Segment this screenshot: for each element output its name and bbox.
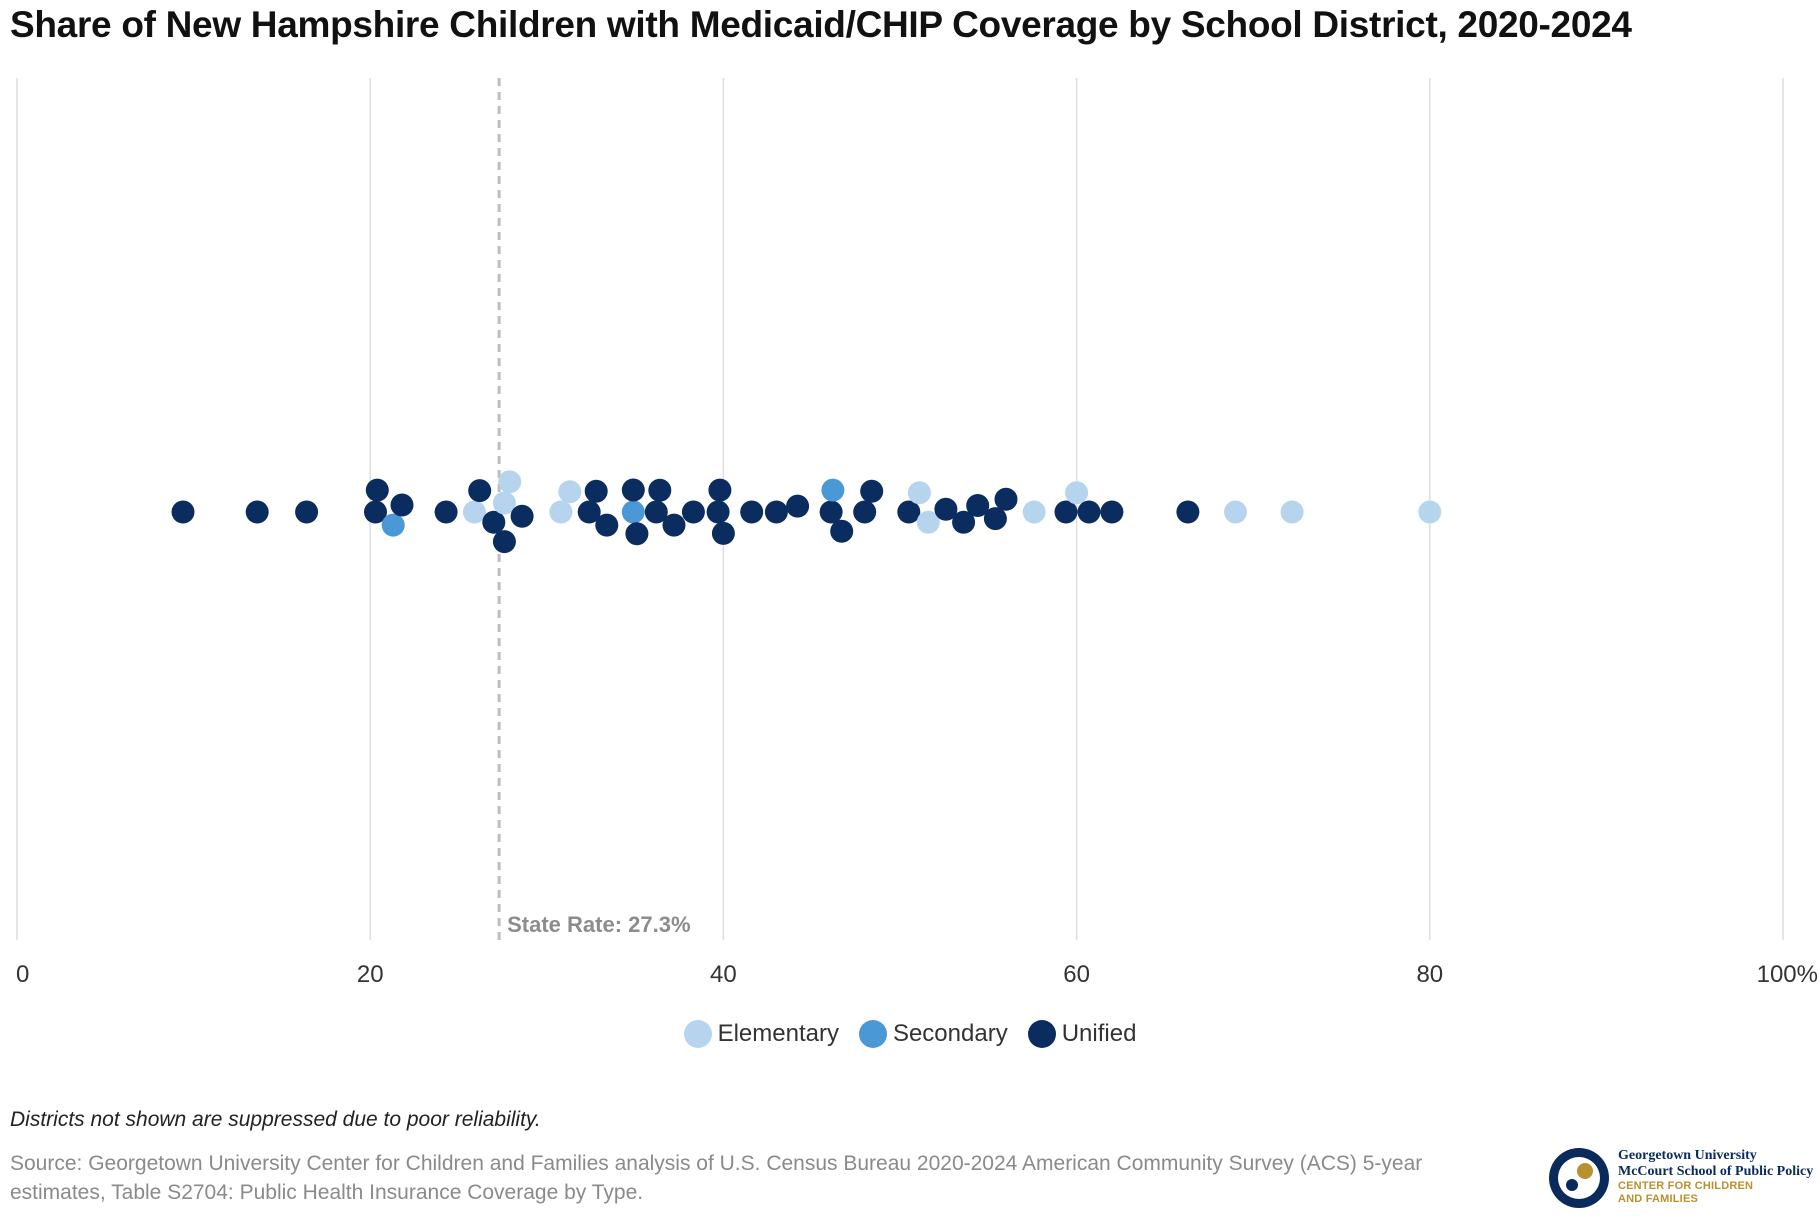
data-point-unified[interactable] bbox=[365, 478, 389, 502]
data-point-unified[interactable] bbox=[819, 500, 843, 524]
data-point-unified[interactable] bbox=[648, 478, 672, 502]
legend-item-secondary[interactable]: Secondary bbox=[858, 1020, 1008, 1048]
data-point-unified[interactable] bbox=[952, 510, 976, 534]
data-point-unified[interactable] bbox=[662, 513, 686, 537]
x-tick-label: 0 bbox=[16, 961, 29, 988]
data-point-unified[interactable] bbox=[468, 479, 492, 503]
suppression-note: Districts not shown are suppressed due t… bbox=[10, 1108, 541, 1131]
data-point-unified[interactable] bbox=[786, 494, 810, 518]
logo-line-school: McCourt School of Public Policy bbox=[1618, 1164, 1814, 1179]
chart-plot: State Rate: 27.3% 0 20 40 60 80 100% bbox=[16, 78, 1818, 988]
data-point-elementary[interactable] bbox=[1022, 500, 1046, 524]
data-point-unified[interactable] bbox=[966, 494, 990, 517]
x-tick-label: 40 bbox=[710, 961, 737, 988]
data-point-unified[interactable] bbox=[1100, 500, 1124, 524]
data-point-unified[interactable] bbox=[577, 500, 601, 524]
data-point-elementary[interactable] bbox=[1065, 481, 1089, 505]
state-rate-reference: State Rate: 27.3% bbox=[497, 78, 691, 940]
data-point-elementary[interactable] bbox=[907, 481, 931, 505]
data-point-unified[interactable] bbox=[830, 519, 854, 543]
legend-swatch-unified bbox=[1027, 1020, 1056, 1048]
data-point-secondary[interactable] bbox=[821, 478, 845, 502]
data-point-unified[interactable] bbox=[390, 493, 414, 517]
data-point-unified[interactable] bbox=[482, 510, 506, 534]
data-point-elementary[interactable] bbox=[558, 480, 582, 504]
x-axis-ticks: 0 20 40 60 80 100% bbox=[16, 961, 1818, 988]
legend-label-unified: Unified bbox=[1061, 1020, 1137, 1047]
data-point-unified[interactable] bbox=[510, 504, 534, 528]
data-point-unified[interactable] bbox=[983, 507, 1007, 531]
logo-line-families: AND FAMILIES bbox=[1618, 1193, 1699, 1205]
legend-label-elementary: Elementary bbox=[717, 1020, 839, 1047]
x-tick-label: 80 bbox=[1416, 961, 1443, 988]
logo-line-university: Georgetown University bbox=[1618, 1148, 1757, 1163]
data-point-unified[interactable] bbox=[584, 479, 608, 503]
data-point-elementary[interactable] bbox=[1280, 500, 1304, 524]
data-point-unified[interactable] bbox=[711, 521, 735, 545]
chart-title: Share of New Hampshire Children with Med… bbox=[10, 4, 1632, 45]
georgetown-logo: Georgetown University McCourt School of … bbox=[1548, 1146, 1813, 1212]
data-point-elementary[interactable] bbox=[462, 500, 486, 524]
data-point-unified[interactable] bbox=[295, 500, 319, 524]
data-points bbox=[171, 470, 1442, 554]
data-point-unified[interactable] bbox=[994, 487, 1018, 511]
data-point-unified[interactable] bbox=[764, 500, 788, 524]
legend-swatch-secondary bbox=[858, 1020, 887, 1048]
data-point-unified[interactable] bbox=[621, 478, 645, 502]
state-rate-label: State Rate: 27.3% bbox=[507, 912, 690, 937]
data-point-unified[interactable] bbox=[644, 500, 668, 524]
legend-swatch-elementary bbox=[683, 1020, 712, 1048]
data-point-elementary[interactable] bbox=[498, 470, 522, 494]
data-point-unified[interactable] bbox=[595, 513, 619, 537]
data-point-unified[interactable] bbox=[625, 522, 649, 546]
data-point-elementary[interactable] bbox=[916, 510, 940, 534]
logo-text: Georgetown University McCourt School of … bbox=[1618, 1148, 1813, 1206]
x-tick-label: 60 bbox=[1063, 961, 1090, 988]
data-point-unified[interactable] bbox=[364, 500, 387, 524]
data-point-unified[interactable] bbox=[1176, 500, 1200, 524]
data-point-unified[interactable] bbox=[171, 500, 195, 524]
data-point-elementary[interactable] bbox=[492, 491, 516, 515]
data-point-unified[interactable] bbox=[1054, 500, 1078, 524]
source-citation: Source: Georgetown University Center for… bbox=[10, 1152, 1423, 1204]
data-point-unified[interactable] bbox=[681, 500, 705, 524]
data-point-unified[interactable] bbox=[740, 500, 764, 524]
data-point-unified[interactable] bbox=[708, 478, 732, 502]
data-point-unified[interactable] bbox=[706, 500, 730, 524]
logo-line-center: CENTER FOR CHILDREN bbox=[1618, 1180, 1754, 1192]
data-point-unified[interactable] bbox=[934, 497, 958, 521]
data-point-elementary[interactable] bbox=[1418, 500, 1442, 524]
legend-label-secondary: Secondary bbox=[892, 1020, 1008, 1047]
logo-mark-icon bbox=[1549, 1148, 1609, 1208]
data-point-unified[interactable] bbox=[897, 500, 921, 524]
legend-item-unified[interactable]: Unified bbox=[1027, 1020, 1137, 1048]
data-point-unified[interactable] bbox=[492, 530, 516, 554]
x-tick-label: 100% bbox=[1757, 961, 1818, 988]
data-point-unified[interactable] bbox=[434, 500, 458, 524]
data-point-secondary[interactable] bbox=[381, 513, 405, 537]
data-point-unified[interactable] bbox=[853, 500, 877, 524]
data-point-elementary[interactable] bbox=[549, 500, 573, 524]
data-point-unified[interactable] bbox=[245, 500, 269, 524]
x-tick-label: 20 bbox=[357, 961, 384, 988]
data-point-secondary[interactable] bbox=[621, 500, 645, 524]
data-point-unified[interactable] bbox=[1077, 500, 1101, 524]
data-point-unified[interactable] bbox=[860, 479, 884, 503]
legend-item-elementary[interactable]: Elementary bbox=[683, 1020, 839, 1048]
data-point-elementary[interactable] bbox=[1224, 500, 1247, 524]
legend: Elementary Secondary Unified bbox=[0, 1020, 1820, 1048]
